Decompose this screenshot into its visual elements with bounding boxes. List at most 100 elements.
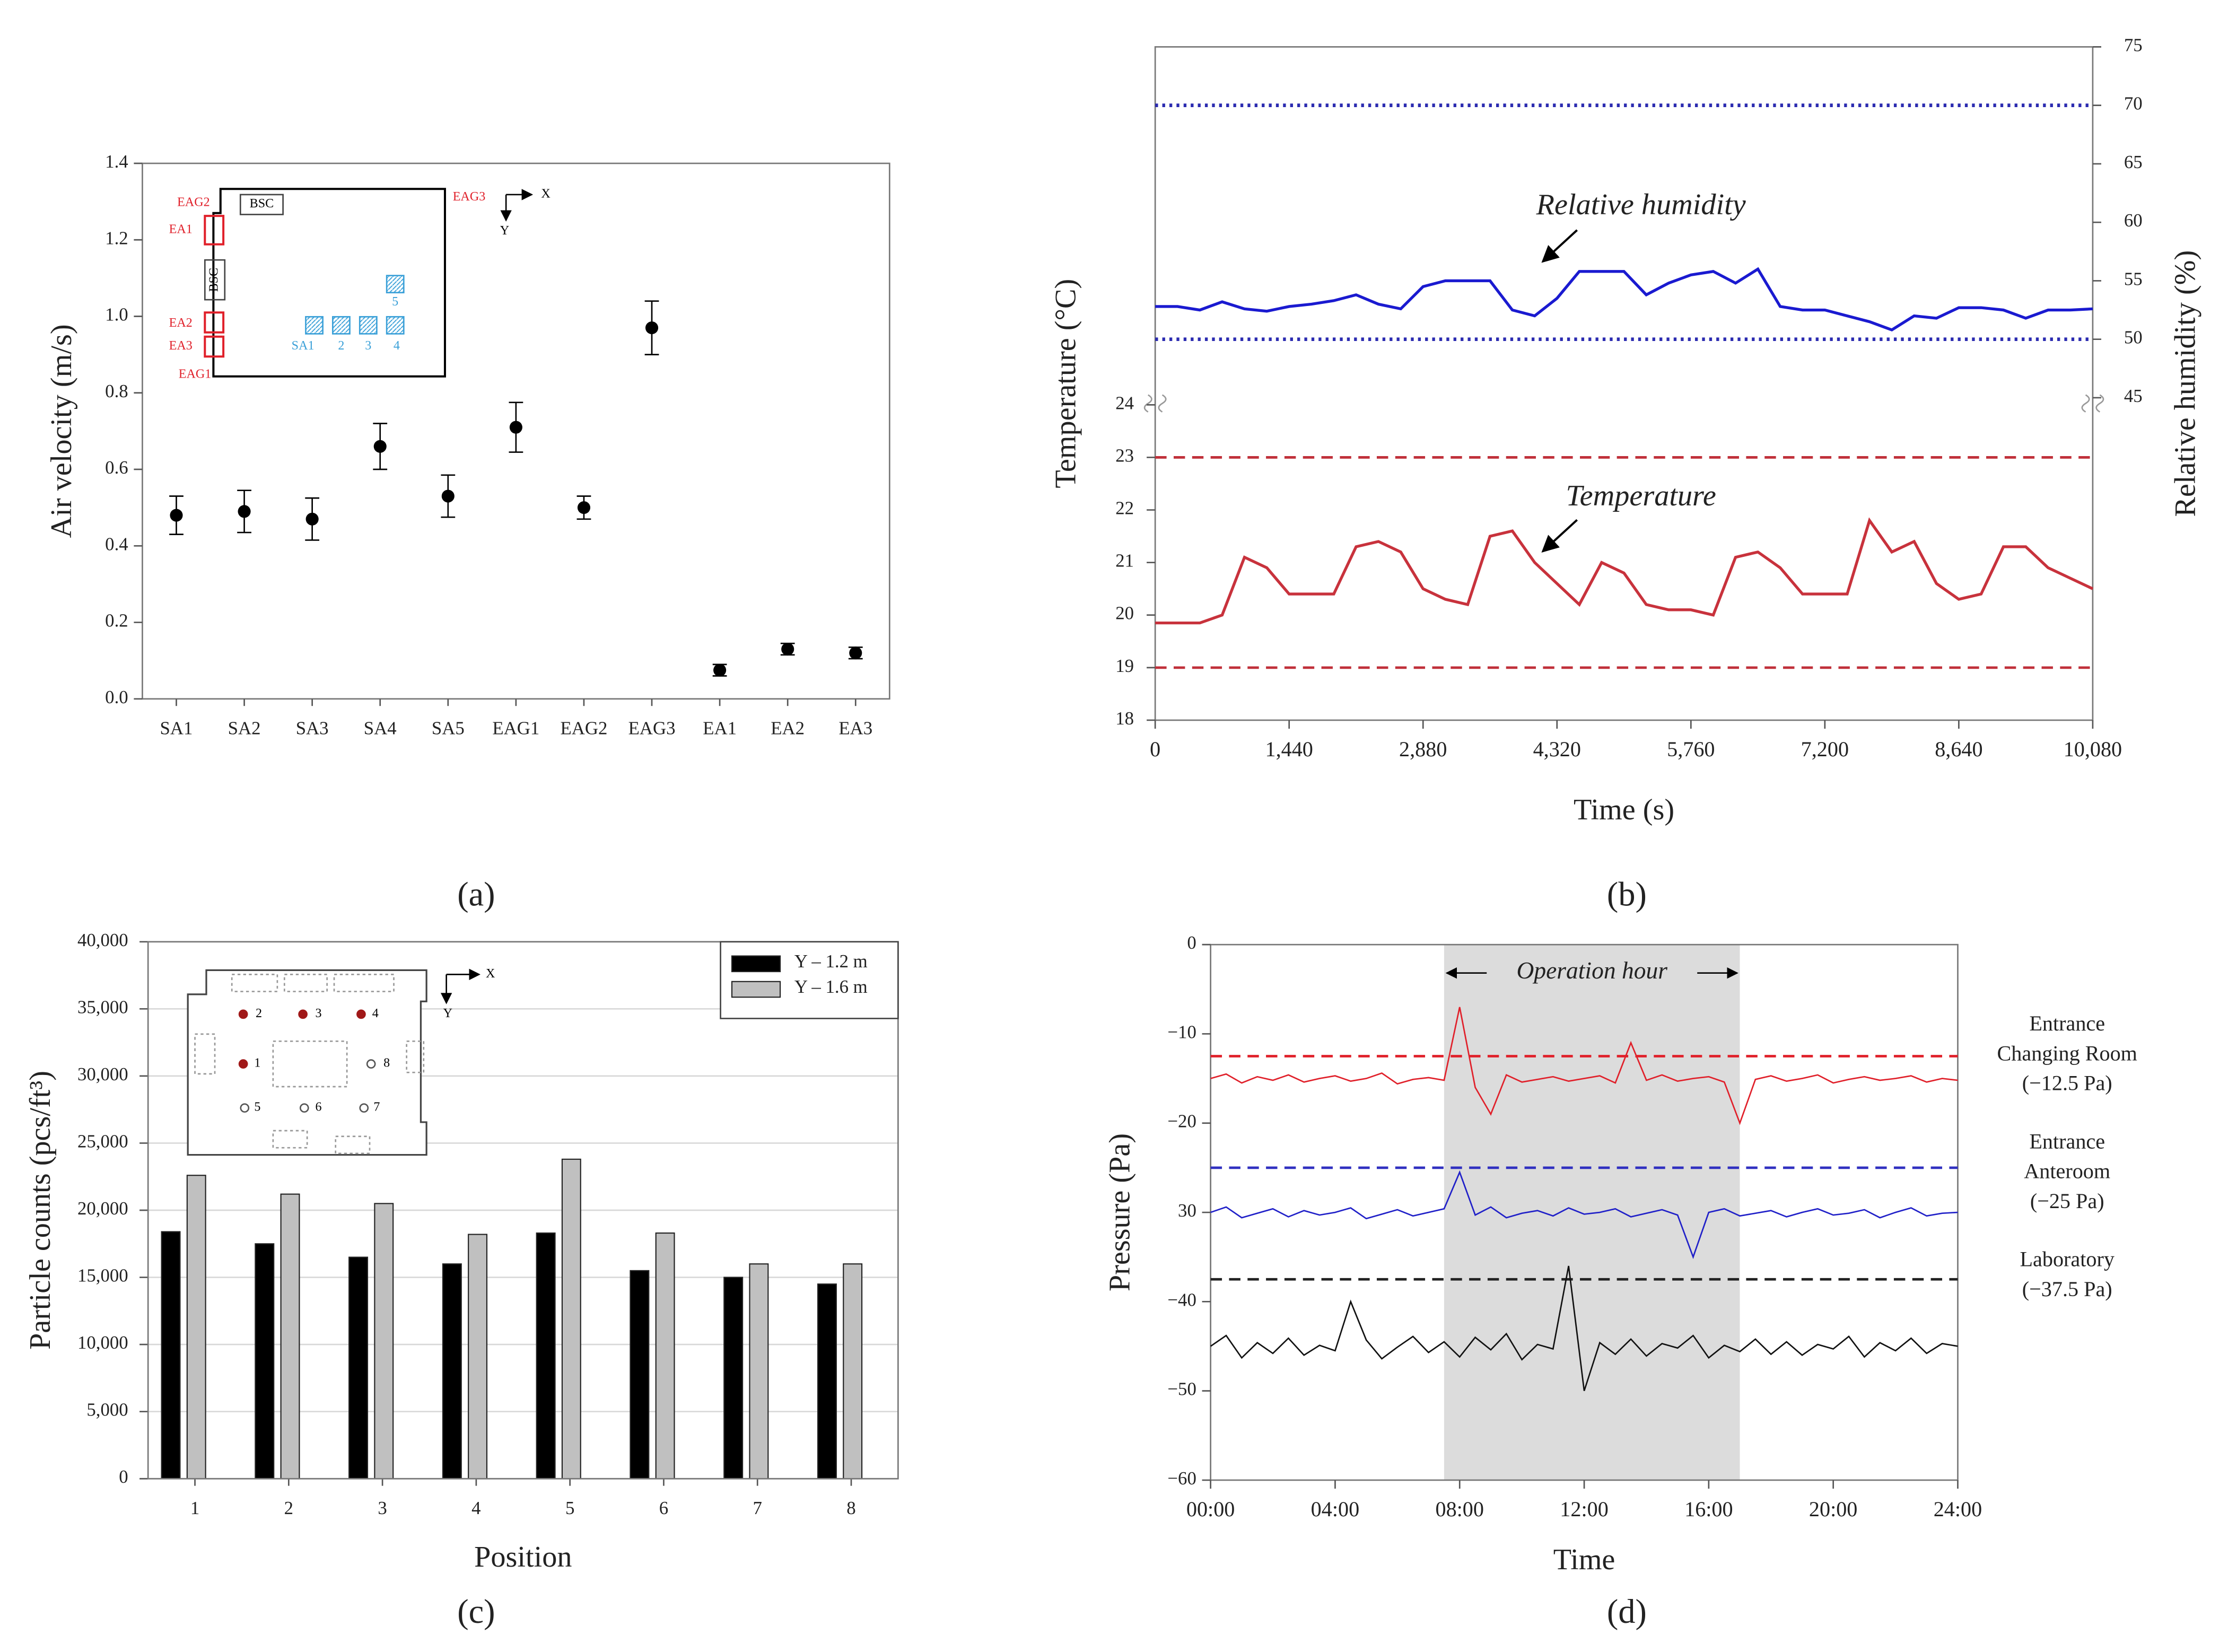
y-tick-label: 0.4 bbox=[105, 534, 128, 554]
y-tick-label: 20,000 bbox=[77, 1198, 128, 1219]
x-tick-label: EAG3 bbox=[628, 718, 676, 739]
sa-box bbox=[305, 316, 324, 335]
y-tick-label: 60 bbox=[2124, 210, 2143, 231]
axis-break bbox=[2081, 394, 2104, 413]
y-tick-label: −20 bbox=[1167, 1111, 1196, 1132]
bar bbox=[561, 1158, 581, 1480]
legend-swatch bbox=[731, 955, 781, 973]
bar bbox=[655, 1232, 675, 1480]
inset-label: 4 bbox=[394, 339, 400, 353]
x-tick-label: EAG1 bbox=[492, 718, 539, 739]
y2-axis-label: Relative humidity (%) bbox=[2169, 250, 2201, 517]
inset-label: 8 bbox=[383, 1056, 390, 1070]
bar bbox=[161, 1231, 181, 1480]
data-line bbox=[1210, 1265, 1958, 1392]
x-tick-label: EA3 bbox=[838, 718, 872, 739]
x-tick-label: 24:00 bbox=[1934, 1497, 1982, 1521]
position-dot bbox=[356, 1009, 366, 1019]
x-tick-label: 16:00 bbox=[1684, 1497, 1733, 1521]
ea-box bbox=[204, 215, 225, 246]
bar bbox=[374, 1203, 394, 1480]
x-tick-label: 2 bbox=[284, 1498, 293, 1518]
bar bbox=[255, 1243, 275, 1480]
x-tick-label: 2,880 bbox=[1399, 737, 1447, 761]
panel-label: (c) bbox=[457, 1593, 495, 1630]
x-tick-label: 0 bbox=[1150, 737, 1160, 761]
y-tick-label: 19 bbox=[1115, 655, 1134, 676]
y-tick-label: 0.0 bbox=[105, 687, 128, 707]
bar bbox=[749, 1263, 769, 1480]
y-tick-label: 50 bbox=[2124, 327, 2143, 348]
y-axis-label: Particle counts (pcs/ft³) bbox=[24, 1071, 57, 1350]
legend-box bbox=[720, 941, 899, 1019]
x-tick-label: SA2 bbox=[228, 718, 261, 739]
bsc-box bbox=[204, 259, 226, 301]
x-axis-label: Time bbox=[1553, 1543, 1615, 1576]
y-tick-label: 0.6 bbox=[105, 457, 128, 478]
data-point bbox=[713, 663, 727, 677]
bar bbox=[442, 1263, 462, 1480]
data-line bbox=[1155, 267, 2093, 332]
furniture bbox=[231, 974, 278, 992]
data-point bbox=[645, 321, 659, 335]
x-tick-label: 7 bbox=[753, 1498, 762, 1518]
position-dot bbox=[298, 1009, 308, 1019]
x-tick-label: SA5 bbox=[432, 718, 465, 739]
data-point bbox=[170, 509, 183, 522]
series-annotation: Temperature bbox=[1566, 479, 1716, 512]
y-tick-label: 75 bbox=[2124, 34, 2143, 55]
y-tick-label: 55 bbox=[2124, 268, 2143, 289]
inset-label: 2 bbox=[256, 1007, 262, 1020]
panel-label: (b) bbox=[1607, 876, 1647, 913]
x-tick-label: 8,640 bbox=[1935, 737, 1982, 761]
y-tick-label: 0 bbox=[1187, 932, 1196, 953]
data-point bbox=[373, 440, 387, 453]
y-tick-label: 1.0 bbox=[105, 304, 128, 325]
inset-label: 7 bbox=[373, 1100, 380, 1114]
x-tick-label: 1 bbox=[190, 1498, 199, 1518]
y-tick-label: 24 bbox=[1115, 392, 1134, 413]
data-line bbox=[1210, 1170, 1958, 1260]
x-tick-label: 04:00 bbox=[1311, 1497, 1359, 1521]
x-tick-label: EAG2 bbox=[561, 718, 608, 739]
side-label: Entrance bbox=[2029, 1129, 2105, 1153]
bar bbox=[280, 1193, 300, 1480]
y-tick-label: 40,000 bbox=[77, 930, 128, 950]
data-point bbox=[849, 646, 862, 660]
y-tick-label: 25,000 bbox=[77, 1131, 128, 1151]
inset-label: EAG1 bbox=[179, 368, 212, 381]
bar bbox=[630, 1270, 650, 1480]
x-tick-label: 5,760 bbox=[1667, 737, 1715, 761]
y-tick-label: 0.8 bbox=[105, 381, 128, 401]
data-point bbox=[781, 642, 794, 656]
y-tick-label: 70 bbox=[2124, 93, 2143, 114]
inset-label: EA3 bbox=[169, 339, 193, 353]
y-tick-label: 0 bbox=[119, 1466, 128, 1487]
y-tick-label: 65 bbox=[2124, 152, 2143, 172]
side-label: (−37.5 Pa) bbox=[2022, 1277, 2112, 1301]
y-tick-label: −10 bbox=[1167, 1021, 1196, 1042]
x-tick-label: 5 bbox=[565, 1498, 574, 1518]
data-point bbox=[577, 501, 591, 514]
x-tick-label: 4,320 bbox=[1533, 737, 1581, 761]
furniture bbox=[333, 974, 395, 992]
plot-frame bbox=[147, 941, 899, 1480]
furniture bbox=[272, 1130, 308, 1149]
y-tick-label: −60 bbox=[1167, 1468, 1196, 1489]
y-tick-label: 10,000 bbox=[77, 1332, 128, 1353]
y-tick-label: 23 bbox=[1115, 445, 1134, 466]
inset-label: SA1 bbox=[292, 339, 314, 353]
inset-label: EAG3 bbox=[453, 190, 486, 204]
series-annotation: Relative humidity bbox=[1536, 188, 1746, 221]
x-tick-label: SA3 bbox=[296, 718, 329, 739]
shade-label: Operation hour bbox=[1516, 957, 1667, 984]
inset-label: EA2 bbox=[169, 316, 193, 330]
furniture bbox=[283, 974, 328, 992]
y-tick-label: −40 bbox=[1167, 1289, 1196, 1310]
inset-label: Y bbox=[443, 1007, 452, 1020]
position-dot bbox=[238, 1059, 248, 1069]
inset-label: 3 bbox=[365, 339, 371, 353]
data-point bbox=[238, 505, 251, 518]
inset-label: 2 bbox=[338, 339, 344, 353]
